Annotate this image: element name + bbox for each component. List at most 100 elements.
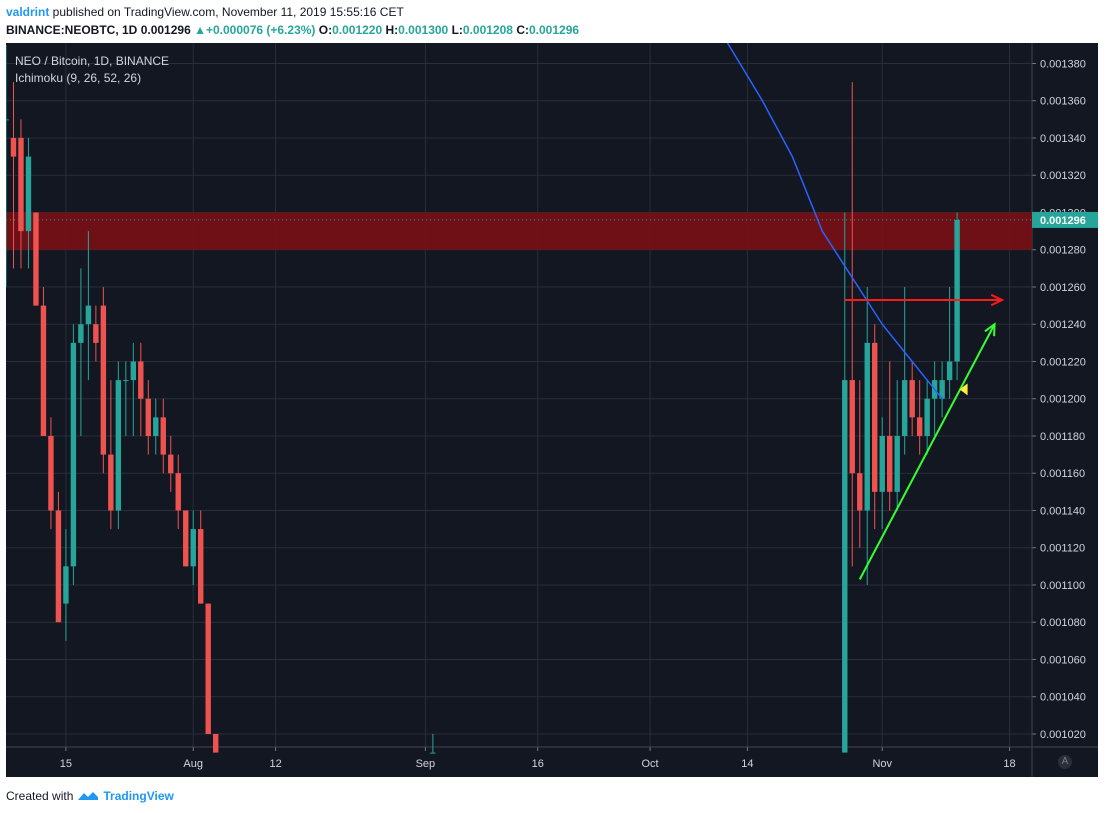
publish-info: valdrint published on TradingView.com, N… xyxy=(6,5,404,19)
candle-body xyxy=(939,380,945,399)
last-price: 0.001296 xyxy=(140,23,191,37)
candle-body xyxy=(198,529,204,604)
y-tick-label: 0.001260 xyxy=(1040,282,1086,294)
candle-body xyxy=(864,342,870,511)
y-tick-label: 0.001120 xyxy=(1040,543,1085,555)
candle-body xyxy=(6,119,9,121)
x-tick-label: 12 xyxy=(269,758,281,770)
green-trend-arrow xyxy=(858,323,996,580)
candle-body xyxy=(909,380,915,418)
candle-body xyxy=(954,219,960,362)
candle-body xyxy=(55,510,62,623)
candle-body xyxy=(40,305,47,436)
x-tick-label: 18 xyxy=(1003,758,1015,770)
candlestick-chart[interactable]: 0.0013800.0013600.0013400.0013200.001300… xyxy=(6,43,1098,777)
x-tick-label: 16 xyxy=(532,758,544,770)
open-label: O: xyxy=(318,23,333,37)
green-arrow-head xyxy=(984,322,996,337)
y-tick-label: 0.001200 xyxy=(1040,394,1086,406)
x-tick-label: 14 xyxy=(741,758,753,770)
candle-body xyxy=(108,454,114,511)
candle-body xyxy=(123,380,129,382)
published-text: published on TradingView.com, November 1… xyxy=(49,5,404,19)
y-tick-label: 0.001020 xyxy=(1040,729,1086,741)
candle-body xyxy=(175,473,181,511)
candle-body xyxy=(894,435,900,492)
y-tick-label: 0.001360 xyxy=(1040,96,1086,108)
candle-body xyxy=(183,510,189,567)
chart-background xyxy=(6,43,1098,777)
candle-body xyxy=(168,454,174,474)
chart-panel[interactable]: 0.0013800.0013600.0013400.0013200.001300… xyxy=(6,43,1098,777)
created-with-text: Created with xyxy=(6,789,74,803)
high-label: H: xyxy=(385,23,399,37)
low-value: 0.001208 xyxy=(462,23,513,37)
tradingview-brand-link[interactable]: TradingView xyxy=(103,789,174,803)
change-value: +0.000076 (+6.23%) xyxy=(205,23,316,37)
candle-body xyxy=(901,380,908,436)
candle-body xyxy=(138,361,144,399)
close-value: 0.001296 xyxy=(528,23,580,37)
indicator-legend[interactable]: Ichimoku (9, 26, 52, 26) xyxy=(15,71,142,85)
candle-body xyxy=(78,324,84,343)
quote-bar: BINANCE:NEOBTC, 1D 0.001296 ▲+0.000076 (… xyxy=(6,23,579,37)
y-tick-label: 0.001340 xyxy=(1040,133,1086,145)
close-label: C: xyxy=(516,23,529,37)
candle-body xyxy=(190,529,196,567)
candle-body xyxy=(48,435,54,511)
candle-body xyxy=(100,305,107,455)
candle-body xyxy=(879,435,885,492)
candle-body xyxy=(33,212,39,306)
author-link[interactable]: valdrint xyxy=(6,5,50,19)
candle-body xyxy=(916,417,923,436)
chart-legend-title: NEO / Bitcoin, 1D, BINANCE xyxy=(15,54,170,68)
y-tick-label: 0.001140 xyxy=(1040,505,1085,517)
y-tick-label: 0.001240 xyxy=(1040,319,1086,331)
candle-body xyxy=(205,603,211,734)
candle-body xyxy=(93,324,99,343)
up-triangle-icon: ▲ xyxy=(194,23,206,37)
y-tick-label: 0.001180 xyxy=(1040,431,1085,443)
candle-body xyxy=(849,380,855,474)
ichimoku-base-line xyxy=(726,43,943,400)
x-tick-label: Sep xyxy=(416,758,436,770)
x-tick-label: Oct xyxy=(641,758,658,770)
candle-body xyxy=(70,342,77,567)
y-tick-label: 0.001040 xyxy=(1040,692,1086,704)
resistance-zone xyxy=(6,212,1032,250)
y-tick-label: 0.001080 xyxy=(1040,617,1086,629)
x-tick-label: 15 xyxy=(60,758,72,770)
candle-body xyxy=(10,137,17,157)
candle-body xyxy=(842,380,848,753)
x-tick-label: Aug xyxy=(183,758,203,770)
candle-body xyxy=(25,156,32,232)
red-arrow-head xyxy=(990,293,1005,307)
candle-body xyxy=(85,305,92,325)
candle-body xyxy=(160,417,166,455)
y-tick-label: 0.001220 xyxy=(1040,356,1086,368)
auto-scale-button[interactable]: A xyxy=(1058,755,1072,769)
last-price-badge xyxy=(1032,211,1098,228)
candle-body xyxy=(430,752,436,754)
footer: Created with TradingView xyxy=(6,789,174,803)
y-tick-label: 0.001280 xyxy=(1040,245,1086,257)
candle-body xyxy=(212,733,219,753)
candle-body xyxy=(924,398,930,436)
y-tick-label: 0.001100 xyxy=(1040,580,1085,592)
candle-body xyxy=(130,361,137,381)
candle-body xyxy=(887,435,893,492)
candle-body xyxy=(115,380,122,511)
candle-body xyxy=(872,342,878,492)
candle-body xyxy=(145,398,151,436)
x-tick-label: Nov xyxy=(872,758,892,770)
tradingview-logo-icon xyxy=(78,792,99,800)
high-value: 0.001300 xyxy=(398,23,449,37)
y-tick-label: 0.001160 xyxy=(1040,468,1085,480)
low-label: L: xyxy=(451,23,463,37)
y-tick-label: 0.001320 xyxy=(1040,170,1086,182)
yellow-marker xyxy=(959,383,968,396)
candle-body xyxy=(153,417,159,436)
candle-body xyxy=(946,361,953,381)
symbol-label: BINANCE:NEOBTC, 1D xyxy=(6,23,138,37)
y-tick-label: 0.001060 xyxy=(1040,654,1086,666)
